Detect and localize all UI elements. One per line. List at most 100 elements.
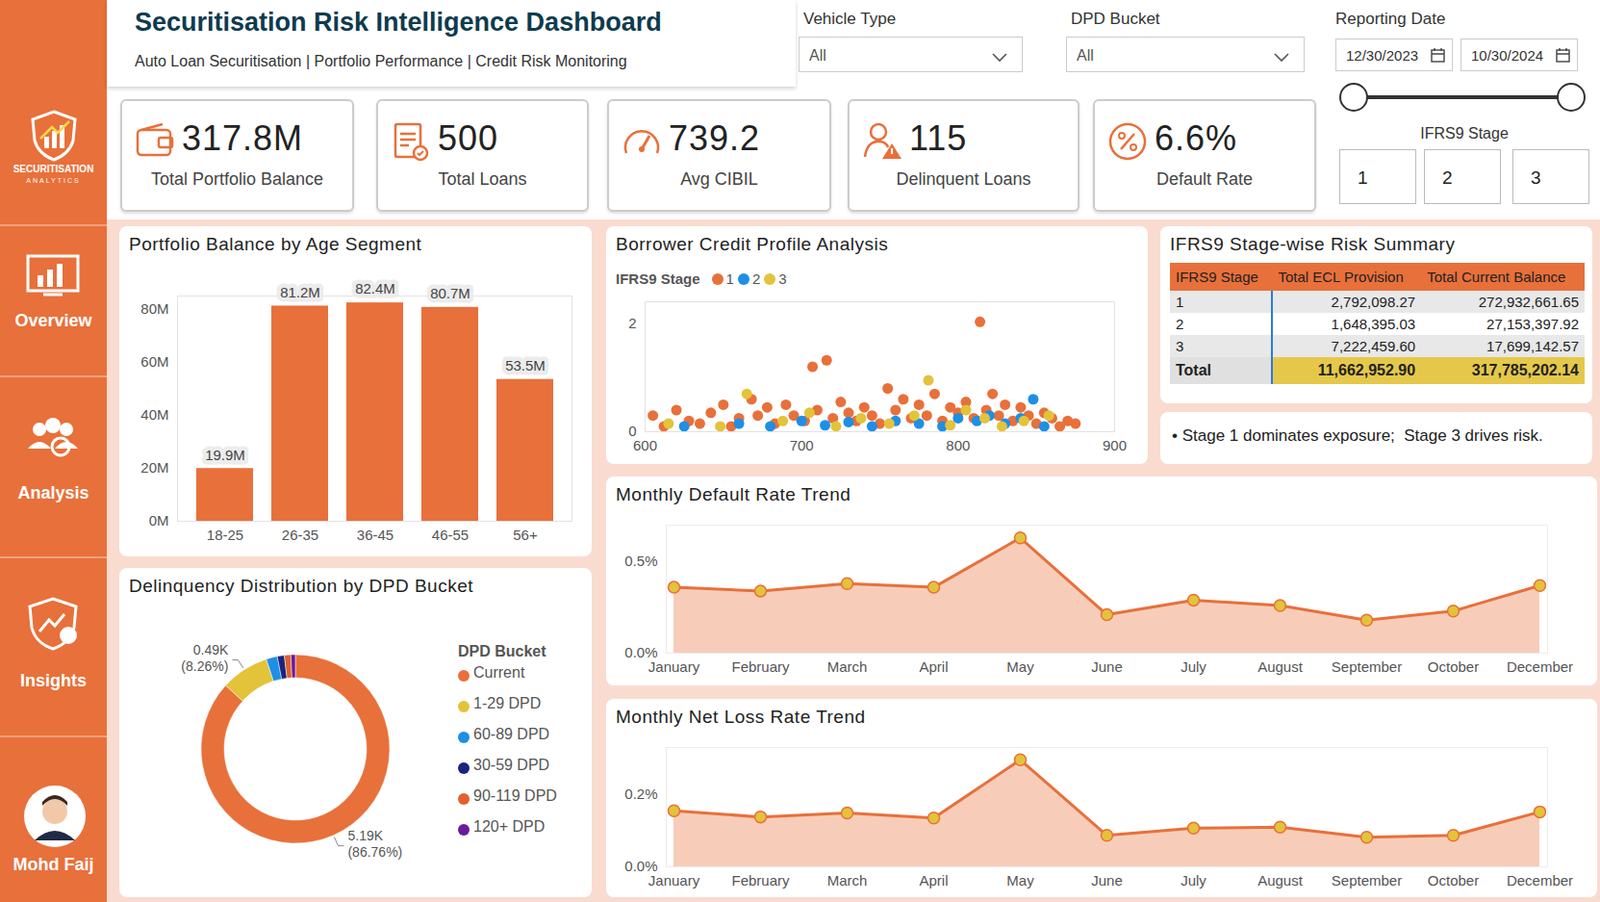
svg-text:0.0%: 0.0% (624, 643, 658, 661)
svg-text:August: August (1257, 871, 1304, 889)
html-text:1-29 DPD: 1-29 DPD (473, 694, 541, 712)
svg-text:600: 600 (633, 436, 658, 454)
svg-text:April: April (918, 871, 948, 889)
html-text:317.8M: 317.8M (181, 118, 304, 158)
html-text:Insights: Insights (20, 670, 87, 690)
svg-text:0.49K(8.26%): 0.49K(8.26%) (180, 641, 229, 674)
html-text:IFRS9 Stage: IFRS9 Stage (1420, 125, 1509, 142)
svg-text:July: July (1180, 871, 1207, 889)
svg-text:60M: 60M (140, 353, 169, 370)
html-text:DPD Bucket: DPD Bucket (457, 642, 547, 660)
svg-text:2: 2 (628, 314, 636, 331)
svg-text:May: May (1006, 871, 1035, 889)
html-text:Portfolio Balance by Age Segme: Portfolio Balance by Age Segment (128, 233, 422, 254)
html-text:Delinquency Distribution by DP: Delinquency Distribution by DPD Bucket (128, 575, 474, 596)
svg-text:0.2%: 0.2% (624, 785, 658, 802)
svg-text:August: August (1257, 658, 1304, 675)
svg-text:46-55: 46-55 (431, 526, 469, 543)
html-text:Analysis: Analysis (17, 482, 89, 503)
svg-text:March: March (827, 658, 868, 675)
html-text:10/30/2024: 10/30/2024 (1471, 47, 1544, 64)
svg-text:800: 800 (945, 436, 970, 454)
html-text:500: 500 (437, 118, 499, 158)
html-text:60-89 DPD: 60-89 DPD (473, 725, 550, 742)
svg-text:80.7M: 80.7M (430, 284, 471, 302)
html-text:Overview: Overview (14, 310, 92, 331)
svg-text:December: December (1506, 658, 1574, 675)
svg-text:July: July (1180, 658, 1207, 675)
html-text:17,699,142.57: 17,699,142.57 (1486, 337, 1579, 355)
svg-text:October: October (1427, 658, 1479, 675)
html-text:IFRS9 Stage: IFRS9 Stage (1175, 268, 1259, 285)
html-text:6.6%: 6.6% (1154, 118, 1238, 158)
svg-text:May: May (1006, 658, 1035, 675)
svg-text:June: June (1091, 871, 1123, 889)
html-text:Avg CIBIL: Avg CIBIL (680, 169, 759, 189)
html-text:739.2: 739.2 (668, 118, 761, 158)
svg-text:53.5M: 53.5M (505, 356, 546, 374)
html-text:7,222,459.60: 7,222,459.60 (1331, 337, 1416, 355)
svg-text:June: June (1091, 658, 1123, 675)
svg-text:5.19K(86.76%): 5.19K(86.76%) (347, 827, 403, 860)
svg-text:February: February (731, 871, 790, 889)
html-text:Total Current Balance: Total Current Balance (1426, 268, 1566, 285)
html-text:Auto Loan Securitisation | Por: Auto Loan Securitisation | Portfolio Per… (134, 52, 628, 70)
html-text:Total Loans: Total Loans (438, 169, 527, 189)
html-text:115: 115 (909, 118, 968, 158)
svg-text:April: April (918, 658, 948, 675)
svg-text:82.4M: 82.4M (355, 279, 396, 297)
svg-text:18-25: 18-25 (206, 526, 244, 543)
svg-text:September: September (1331, 658, 1402, 675)
svg-text:900: 900 (1102, 436, 1127, 454)
svg-text:September: September (1331, 871, 1402, 889)
svg-text:20M: 20M (140, 458, 169, 476)
svg-text:0M: 0M (149, 511, 170, 529)
svg-text:0.0%: 0.0% (624, 857, 658, 874)
html-text:Delinquent Loans: Delinquent Loans (896, 169, 1031, 189)
svg-text:26-35: 26-35 (281, 526, 319, 543)
html-text:• Stage 1 dominates exposure;: • Stage 1 dominates exposure; Stage 3 dr… (1171, 426, 1544, 445)
svg-text:40M: 40M (140, 406, 169, 423)
svg-text:January: January (648, 871, 701, 889)
html-text:Total Portfolio Balance: Total Portfolio Balance (150, 169, 324, 189)
html-text:All: All (809, 47, 827, 64)
svg-text:81.2M: 81.2M (279, 283, 321, 301)
html-text:30-59 DPD: 30-59 DPD (473, 756, 550, 773)
html-text:12/30/2023: 12/30/2023 (1346, 47, 1419, 64)
html-text:120+ DPD: 120+ DPD (473, 817, 545, 835)
svg-text:56+: 56+ (512, 526, 538, 543)
svg-text:February: February (731, 658, 790, 675)
html-text:Borrower Credit Profile Analys: Borrower Credit Profile Analysis (615, 233, 889, 254)
svg-text:December: December (1506, 871, 1574, 889)
svg-text:36-45: 36-45 (356, 526, 394, 543)
html-text:Total ECL Provision: Total ECL Provision (1278, 268, 1404, 285)
html-text:27,153,397.92: 27,153,397.92 (1486, 315, 1579, 332)
html-text:Monthly Net Loss Rate Trend: Monthly Net Loss Rate Trend (615, 706, 866, 727)
svg-text:January: January (648, 658, 701, 675)
html-text:1,648,395.03: 1,648,395.03 (1331, 315, 1416, 332)
html-text:IFRS9 Stage: IFRS9 Stage (615, 270, 700, 287)
html-text:2,792,098.27: 2,792,098.27 (1331, 293, 1416, 310)
html-text:Securitisation Risk Intelligen: Securitisation Risk Intelligence Dashboa… (134, 7, 662, 37)
html-text:Reporting Date: Reporting Date (1335, 9, 1446, 28)
svg-text:March: March (827, 871, 868, 889)
html-text:SECURITISATION: SECURITISATION (13, 163, 94, 175)
svg-text:October: October (1427, 871, 1479, 889)
html-text:Monthly Default Rate Trend: Monthly Default Rate Trend (615, 483, 851, 505)
html-text:317,785,202.14: 317,785,202.14 (1471, 361, 1579, 379)
html-text:DPD Bucket: DPD Bucket (1070, 9, 1160, 28)
svg-text:80M: 80M (140, 300, 169, 317)
html-text:All: All (1076, 47, 1094, 64)
svg-text:0.5%: 0.5% (624, 552, 658, 569)
html-text:IFRS9 Stage-wise Risk Summary: IFRS9 Stage-wise Risk Summary (1169, 233, 1456, 254)
html-text:Default Rate: Default Rate (1156, 169, 1253, 189)
html-text:Vehicle Type: Vehicle Type (803, 9, 896, 28)
svg-text:700: 700 (789, 436, 814, 454)
svg-text:19.9M: 19.9M (204, 446, 246, 463)
html-text:90-119 DPD: 90-119 DPD (473, 787, 557, 804)
html-text:Mohd Faij: Mohd Faij (12, 854, 94, 874)
html-text:Total: Total (1175, 361, 1212, 379)
html-text:Current: Current (473, 663, 525, 681)
html-text:11,662,952.90: 11,662,952.90 (1317, 361, 1416, 379)
html-text:272,932,661.65: 272,932,661.65 (1478, 293, 1579, 310)
